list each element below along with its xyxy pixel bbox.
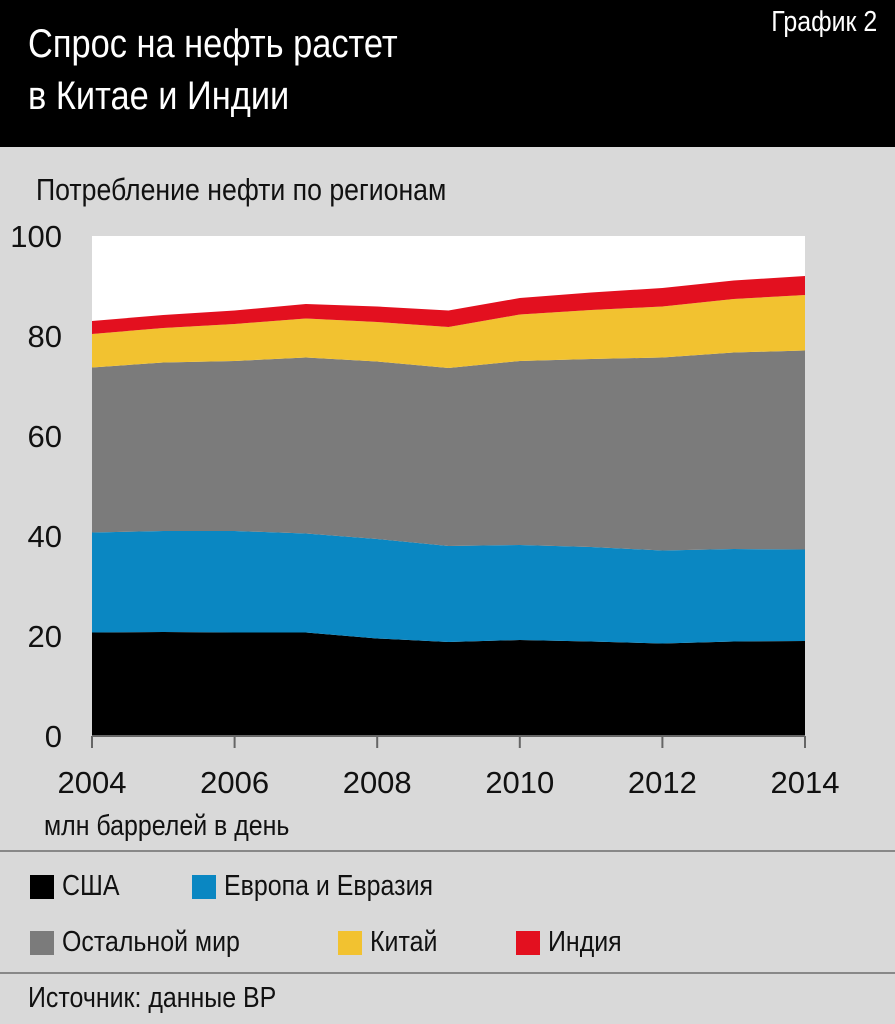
legend: США Европа и Евразия Остальной мир Китай… bbox=[0, 852, 895, 972]
legend-top-divider bbox=[0, 850, 895, 852]
legend-swatch-china bbox=[338, 930, 362, 955]
legend-label-europe: Европа и Евразия bbox=[224, 870, 434, 902]
legend-item-europe: Европа и Евразия bbox=[192, 870, 467, 903]
x-tick-label: 2010 bbox=[485, 765, 554, 800]
area-series-1 bbox=[92, 531, 805, 644]
header-bar: Спрос на нефть растет в Китае и Индии Гр… bbox=[0, 0, 895, 147]
x-tick-label: 2006 bbox=[200, 765, 269, 800]
legend-label-india: Индия bbox=[548, 926, 622, 958]
legend-swatch-rest bbox=[30, 930, 54, 955]
area-series-0 bbox=[92, 632, 805, 736]
legend-swatch-europe bbox=[192, 874, 216, 899]
y-tick-label: 0 bbox=[45, 719, 62, 754]
unit-label: млн баррелей в день bbox=[44, 810, 290, 842]
area-series-2 bbox=[92, 350, 805, 551]
source-note: Источник: данные BP bbox=[28, 982, 277, 1014]
legend-item-china: Китай bbox=[338, 926, 448, 959]
x-tick-label: 2008 bbox=[343, 765, 412, 800]
y-tick-label: 20 bbox=[28, 619, 62, 654]
legend-item-rest: Остальной мир bbox=[30, 926, 269, 959]
y-tick-label: 100 bbox=[10, 219, 62, 254]
chart-number-label: График 2 bbox=[770, 6, 877, 38]
legend-label-china: Китай bbox=[370, 926, 438, 958]
chart-title-line-2: в Китае и Индии bbox=[28, 74, 290, 118]
y-tick-label: 60 bbox=[28, 419, 62, 454]
stacked-area-chart: 0 20 40 60 80 100 2004 2006 2008 2010 2012 2014 bbox=[10, 219, 840, 800]
legend-label-rest: Остальной мир bbox=[62, 926, 240, 958]
area-series-3 bbox=[92, 295, 805, 368]
y-tick-label: 40 bbox=[28, 519, 62, 554]
x-tick-label: 2004 bbox=[58, 765, 127, 800]
legend-item-usa: США bbox=[30, 870, 129, 903]
legend-label-usa: США bbox=[62, 870, 120, 902]
chart-title: Спрос на нефть растет в Китае и Индии bbox=[28, 18, 398, 122]
area-series-4 bbox=[92, 276, 805, 334]
x-tick-label: 2012 bbox=[628, 765, 697, 800]
legend-item-india: Индия bbox=[516, 926, 634, 959]
chart-subtitle: Потребление нефти по регионам bbox=[36, 172, 447, 207]
y-tick-label: 80 bbox=[28, 319, 62, 354]
source-divider bbox=[0, 972, 895, 974]
legend-swatch-usa bbox=[30, 874, 54, 899]
legend-swatch-india bbox=[516, 930, 540, 955]
x-tick-label: 2014 bbox=[771, 765, 840, 800]
chart-title-line-1: Спрос на нефть растет bbox=[28, 22, 398, 66]
